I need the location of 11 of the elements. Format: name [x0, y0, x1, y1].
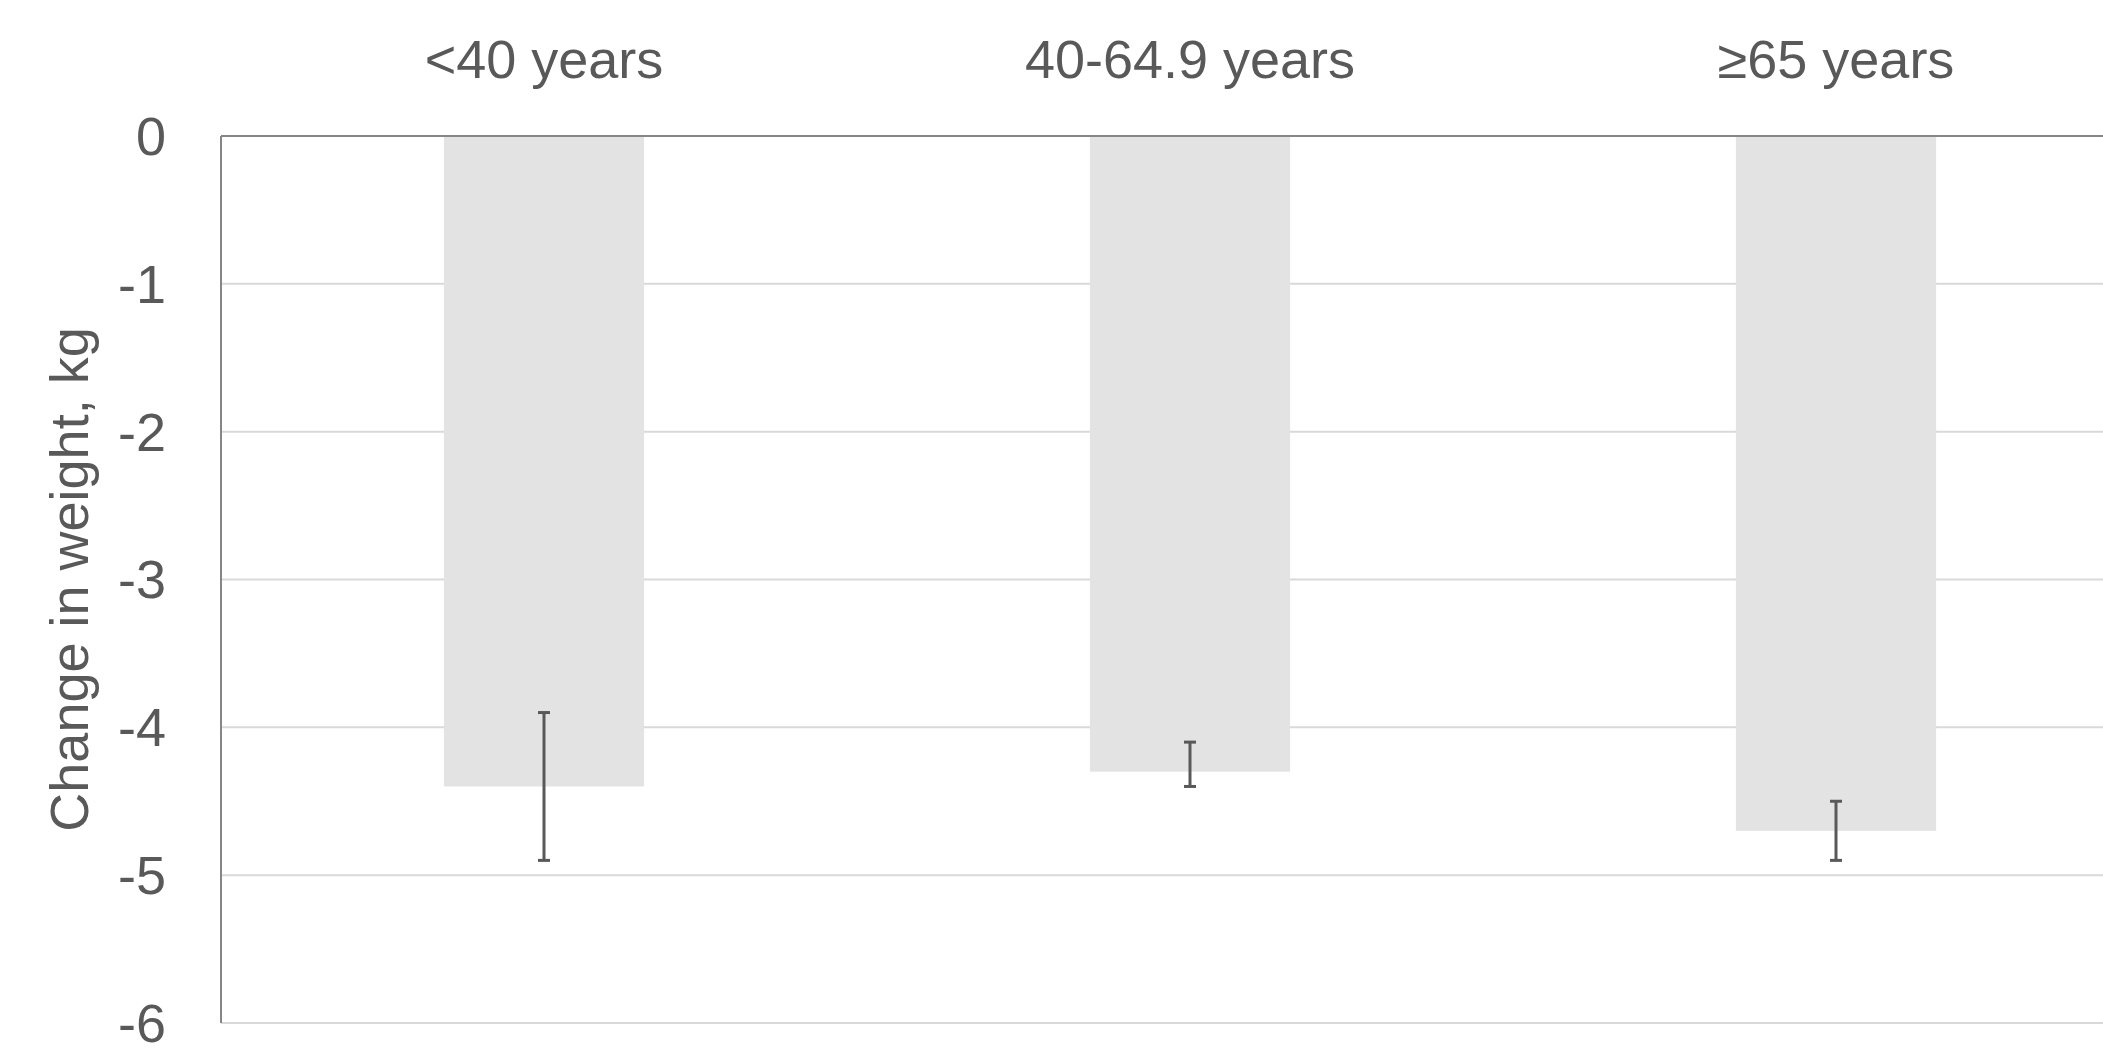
y-tick-label: 0 — [135, 105, 166, 166]
y-tick-label: -2 — [117, 401, 166, 462]
y-axis-title: Change in weight, kg — [39, 327, 99, 832]
y-tick-label: -4 — [117, 697, 166, 758]
x-tick-label: <40 years — [424, 29, 664, 89]
y-tick-label: -3 — [117, 549, 166, 610]
x-tick-label: ≥65 years — [1717, 29, 1955, 89]
y-tick-label: -1 — [117, 253, 166, 314]
x-tick-label: 40-64.9 years — [1024, 29, 1356, 89]
y-tick-label: -6 — [117, 992, 166, 1053]
y-tick-label: -5 — [117, 845, 166, 906]
